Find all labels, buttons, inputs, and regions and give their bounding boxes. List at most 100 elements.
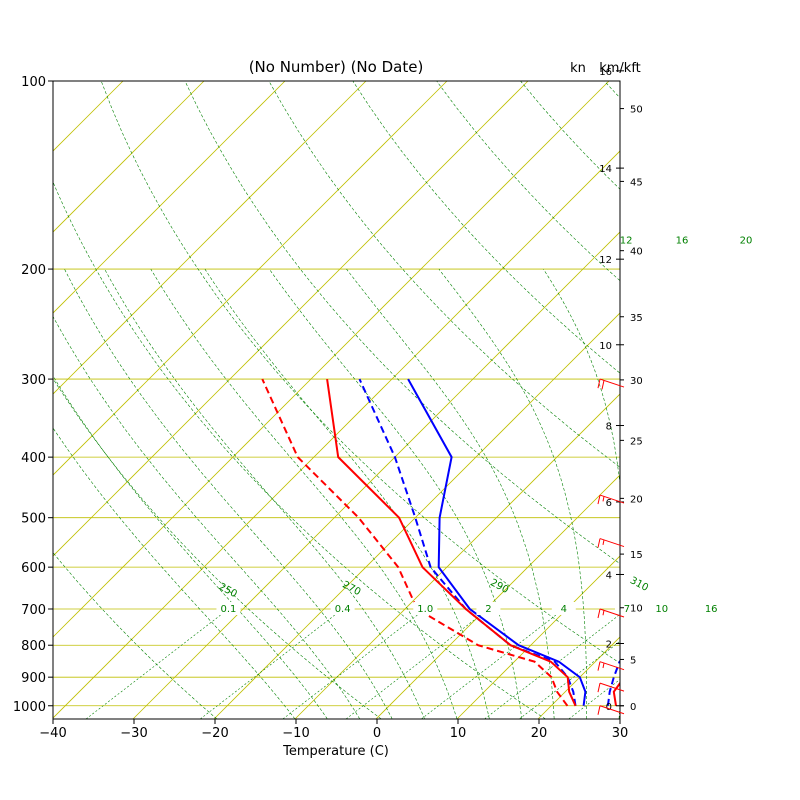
km-tick-label: 8 [606,422,612,433]
mixing-ratio-line [519,640,620,719]
km-tick-label: 0 [606,702,612,713]
isotherm-line [213,312,620,719]
mixing-ratio-line [421,608,564,719]
km-tick-label: 10 [599,341,612,352]
wind-barb-flag [597,538,601,548]
dry-adiabat-line [53,378,382,719]
kft-tick-label: 20 [630,494,643,505]
mixing-ratio-label-bg [614,601,639,615]
axis-layer: −40 −30 −20 −10 0 10 20 30100200300400500600700… [13,75,628,741]
mixing-ratio-label: 1.0 [417,604,433,615]
dry-adiabat-line [268,81,620,468]
sounding-line [407,378,587,706]
wind-barb-flag [597,705,601,715]
knots-unit-label: kn [570,61,586,76]
mixing-ratio-label: 10 [655,604,668,615]
height-axis: 0 2 4 6 8 10 12 14 16 0 5 10 15 20 25 30 35 40 45 50 [599,67,643,719]
wind-barb-flag [597,494,601,505]
mixing-ratio-label-bg [413,601,438,615]
dry-adiabat-line [184,81,620,565]
moist-adiabat-line [346,268,555,719]
mixing-ratio-line [345,608,489,719]
isotherm-line [53,150,620,719]
mixing-ratio-label: 20 [740,235,753,246]
y-tick-label: 100 [21,75,46,90]
moist-adiabat-line [204,268,490,719]
kft-tick-label: 0 [630,702,636,713]
isotherm-line [53,81,286,314]
moist-adiabat-line [269,268,523,719]
mixing-ratio-line [200,608,343,719]
kft-tick-label: 25 [630,436,643,447]
mixing-ratio-label-bg [649,601,674,615]
mixing-ratio-label: 12 [620,235,633,246]
dry-adiabat-line [53,552,218,719]
km-tick-label: 16 [599,67,612,78]
wind-barbs [597,378,625,715]
y-tick-label: 200 [21,263,46,278]
x-tick-label: 10 [450,726,467,741]
moist-adiabat-line [104,268,425,719]
wind-barb-staff [599,705,625,715]
kft-tick-label: 45 [630,177,643,188]
mixing-ratio-label-bg [551,601,576,615]
km-tick-label: 14 [599,164,612,175]
isotherm-line [53,81,205,233]
isotherm-line [294,393,620,719]
mixing-ratio-label: 16 [676,235,689,246]
y-tick-label: 700 [21,603,46,618]
moist-adiabat-line [438,268,587,719]
y-tick-label: 600 [21,561,46,576]
moist-adiabat-line [150,268,458,719]
x-tick-label: −10 [282,726,309,741]
mixing-ratio-line [282,608,426,719]
wind-barb-flag [602,539,605,545]
wind-barb-flag [601,380,605,390]
moist-adiabat-line [64,268,393,719]
wind-barb-flag [597,661,601,671]
wind-barb-staff [599,682,625,692]
y-tick-label: 800 [21,639,46,654]
sounding-line [326,378,577,707]
mixing-ratio-label-bg [330,601,355,615]
kft-tick-label: 30 [630,376,643,387]
kft-tick-label: 5 [630,655,636,666]
sounding-line [612,681,620,706]
mixing-ratio-label: 7 [624,604,630,615]
x-tick-label: 0 [373,726,381,741]
y-tick-label: 1000 [13,700,46,715]
moist-adiabat-line [53,427,296,719]
isotherm-line [53,81,529,557]
isotherm-line [53,81,367,395]
y-tick-label: 400 [21,451,46,466]
wind-barb-flag [597,683,601,693]
mixing-ratio-label-bg [699,601,724,615]
dry-adiabat-line [100,81,620,664]
mixing-ratio-line [568,679,620,719]
y-tick-label: 300 [21,373,46,388]
wind-barb-flag [602,496,605,502]
x-axis-label: Temperature (C) [282,744,389,759]
x-tick-label: −20 [201,726,228,741]
mixing-ratio-label: 0.1 [220,604,236,615]
kft-tick-label: 15 [630,550,643,561]
dry-adiabat-line [53,181,546,719]
isotherm-line [53,81,448,476]
kft-tick-label: 35 [630,313,643,324]
km-tick-label: 2 [606,639,612,650]
y-tick-label: 500 [21,512,46,527]
mixing-ratio-label: 0.4 [335,604,351,615]
kft-tick-label: 10 [630,604,643,615]
wind-barb-flag [602,610,605,616]
km-tick-label: 4 [606,570,612,581]
mixing-ratio-label: 4 [561,604,567,615]
x-tick-label: −40 [39,726,66,741]
x-tick-label: 20 [531,726,548,741]
mixing-ratio-label-bg [216,601,241,615]
mixing-ratio-line [85,608,229,719]
wind-barb-flag [602,662,605,669]
km-tick-label: 12 [599,255,612,266]
series-layer [261,378,620,707]
